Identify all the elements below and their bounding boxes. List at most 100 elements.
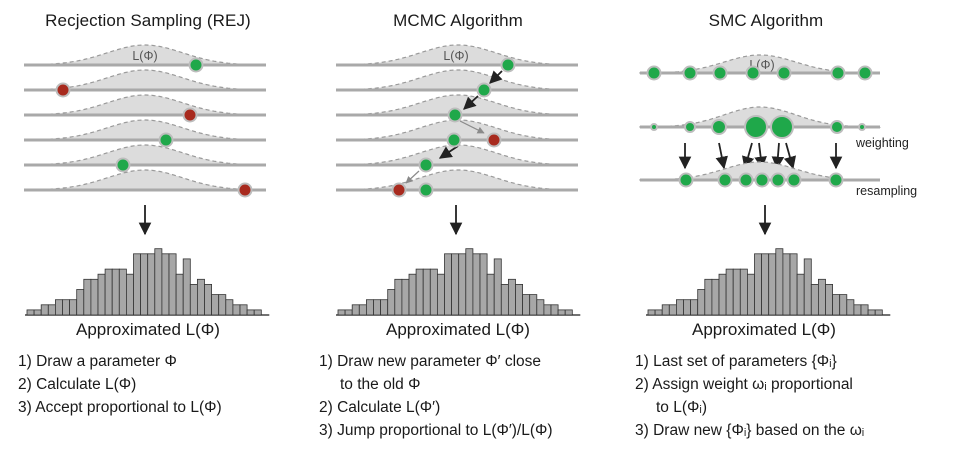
- mcmc-histogram-bar-19: [465, 248, 474, 316]
- mcmc-histogram-bar-23: [493, 258, 502, 316]
- mcmc-histogram-bar-2: [344, 309, 353, 316]
- rej-histogram-bar-15: [126, 273, 134, 316]
- rej-histogram-bar-16: [133, 253, 141, 316]
- smc-histogram-bar-29: [846, 299, 855, 316]
- smc-histogram-bar-27: [832, 294, 841, 316]
- rej-histogram-bar-13: [111, 268, 120, 316]
- smc-histogram-bar-22: [796, 273, 805, 316]
- smc-particle-5: [776, 65, 792, 81]
- mcmc-histogram-bar-4: [358, 304, 367, 316]
- smc-histogram-label: Approximated L(Φ): [692, 320, 836, 339]
- rej-step-1: 1) Draw a parameter Φ: [18, 353, 177, 370]
- mcmc-jump-arrow-1: [489, 70, 503, 84]
- mcmc-likelihood-curve-3: [339, 94, 577, 116]
- mcmc-jump-arrow-3: [438, 145, 459, 159]
- mcmc-histogram-bar-20: [472, 253, 481, 316]
- mcmc-histogram-bar-15: [436, 273, 445, 316]
- smc-weighted-particle-3: [711, 119, 727, 135]
- smc-resample-arrow-6: [783, 142, 797, 170]
- mcmc-jump-arrow-2: [463, 95, 479, 110]
- mcmc-histogram-bar-29: [536, 299, 545, 316]
- rej-histogram-bar-23: [182, 258, 191, 316]
- smc-particle-3: [712, 65, 728, 81]
- smc-histogram-bar-11: [718, 273, 727, 316]
- smc-weighted-particle-4: [744, 115, 768, 139]
- rej-histogram-bar-19: [154, 248, 163, 316]
- rej-likelihood-curve-3: [27, 94, 265, 116]
- smc-steps: 1) Last set of parameters {Φᵢ} 2) Assign…: [635, 350, 864, 442]
- smc-weighted-particle-1: [650, 123, 658, 131]
- smc-histogram-bar-1: [647, 309, 656, 316]
- mcmc-step-2: 2) Calculate L(Φ′): [319, 399, 441, 416]
- rej-histogram-bar-9: [83, 278, 92, 316]
- smc-resampled-particle-5: [770, 172, 786, 188]
- rej-step-3: 3) Accept proportional to L(Φ): [18, 399, 222, 416]
- mcmc-step-1: 1) Draw new parameter Φ′ close to the old…: [319, 350, 553, 396]
- smc-step-2-continued: to L(Φᵢ): [656, 399, 707, 416]
- mcmc-histogram-bar-14: [429, 268, 438, 316]
- smc-histogram-bar-20: [782, 253, 791, 316]
- rej-steps: 1) Draw a parameter Φ 2) Calculate L(Φ) …: [18, 350, 222, 419]
- rej-accepted-sample-4: [158, 132, 174, 148]
- mcmc-histogram-bar-8: [387, 289, 396, 316]
- rej-likelihood-curve-6: [27, 169, 265, 191]
- smc-histogram-bar-14: [739, 268, 748, 316]
- smc-histogram-bar-18: [768, 253, 777, 316]
- smc-histogram-bar-24: [810, 283, 819, 316]
- mcmc-histogram-bar-16: [444, 253, 452, 316]
- mcmc-histogram-bar-30: [543, 304, 552, 316]
- smc-histogram-bar-6: [683, 299, 691, 316]
- rej-histogram-bar-25: [196, 278, 205, 316]
- smc-resampled-particle-1: [678, 172, 694, 188]
- mcmc-histogram-label: Approximated L(Φ): [386, 320, 530, 339]
- mcmc-likelihood-label: L(Φ): [443, 49, 468, 63]
- rej-histogram-bar-18: [147, 253, 156, 316]
- smc-weighted-particle-5: [770, 115, 794, 139]
- rej-histogram-label: Approximated L(Φ): [76, 320, 220, 339]
- rej-histogram-bar-32: [246, 309, 255, 316]
- rej-rejected-sample-6: [237, 182, 253, 198]
- mcmc-histogram-bar-11: [408, 273, 417, 316]
- smc-step-2: 2) Assign weight ωᵢ proportional to L(Φᵢ): [635, 373, 864, 419]
- smc-histogram-bar-32: [867, 309, 876, 316]
- rej-histogram-bar-28: [218, 294, 227, 316]
- mcmc-histogram-bar-7: [380, 299, 389, 316]
- mcmc-histogram-bar-27: [522, 294, 531, 316]
- smc-histogram-bar-28: [839, 294, 848, 316]
- smc-resampled-particle-6: [786, 172, 802, 188]
- smc-particle-6: [830, 65, 846, 81]
- smc-histogram-bar-8: [697, 289, 706, 316]
- rej-likelihood-curve-5: [27, 144, 265, 166]
- smc-histogram-bar-5: [676, 299, 684, 316]
- smc-histogram-bar-13: [732, 268, 741, 316]
- rej-histogram-bar-17: [140, 253, 149, 316]
- mcmc-histogram-bar-21: [479, 253, 488, 316]
- smc-title: SMC Algorithm: [708, 11, 824, 30]
- smc-histogram-bar-12: [725, 268, 734, 316]
- mcmc-chain-sample-5: [418, 157, 434, 173]
- rej-histogram-bar-8: [76, 289, 85, 316]
- rej-histogram-bar-11: [97, 273, 106, 316]
- rej-histogram-bar-5: [55, 299, 63, 316]
- mcmc-chain-sample-3: [447, 107, 463, 123]
- rej-histogram-bar-30: [232, 304, 241, 316]
- rej-histogram-bar-3: [40, 304, 49, 316]
- smc-resampled-particle-4: [754, 172, 770, 188]
- weighting-label: weighting: [856, 136, 909, 150]
- smc-histogram-bar-31: [860, 304, 869, 316]
- rej-histogram-bar-33: [253, 309, 262, 316]
- smc-resample-arrow-2: [715, 142, 728, 170]
- rej-likelihood-curve-4: [27, 119, 265, 141]
- rej-histogram-bar-1: [26, 309, 35, 316]
- mcmc-histogram-bar-26: [515, 283, 523, 316]
- mcmc-rejected-proposal-arrow: [459, 120, 485, 134]
- mcmc-rejected-proposal-2: [391, 182, 407, 198]
- rej-rejected-sample-2: [55, 82, 71, 98]
- rej-title: Recjection Sampling (REJ): [45, 11, 251, 30]
- smc-weighted-particle-2: [684, 121, 696, 133]
- rej-histogram-bar-20: [161, 253, 170, 316]
- mcmc-rejected-proposal-arrow-2: [405, 170, 420, 184]
- smc-resampled-particle-2: [717, 172, 733, 188]
- rej-likelihood-curve-1: [27, 44, 265, 66]
